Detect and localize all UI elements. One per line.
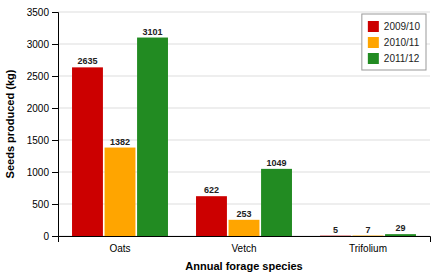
tick-label: 1000 <box>27 167 50 178</box>
tick-mark <box>52 76 58 77</box>
tick: 2000 <box>27 103 58 114</box>
tick-label: 2000 <box>27 103 50 114</box>
data-label: 29 <box>396 223 406 233</box>
bar <box>320 235 351 236</box>
grid-line <box>58 108 430 109</box>
tick: 1000 <box>27 167 58 178</box>
data-label: 622 <box>204 185 219 195</box>
tick: 2500 <box>27 71 58 82</box>
tick-label: 1500 <box>27 135 50 146</box>
legend-frame <box>362 14 426 70</box>
data-label: 7 <box>365 225 370 235</box>
y-axis-title: Seeds produced (kg) <box>4 69 16 178</box>
legend: 2009/10 2010/11 2011/12 <box>362 14 426 70</box>
tick-label: 0 <box>43 231 49 242</box>
tick-label: Trifolium <box>349 243 387 254</box>
tick-mark <box>52 44 58 45</box>
legend-item: 2011/12 <box>368 53 420 64</box>
tick: Vetch <box>231 243 256 254</box>
tick-label: Vetch <box>231 243 256 254</box>
tick-mark <box>52 108 58 109</box>
tick: 3000 <box>27 39 58 50</box>
grid <box>58 12 430 236</box>
bar <box>353 235 384 236</box>
legend-label: 2010/11 <box>384 37 420 48</box>
axis-line <box>59 237 431 243</box>
axis-line <box>52 13 59 237</box>
bar <box>261 169 292 236</box>
tick: 1500 <box>27 135 58 146</box>
data-label: 5 <box>333 225 338 235</box>
tick-mark <box>52 172 58 173</box>
legend-swatch <box>368 53 379 64</box>
bar <box>229 220 260 236</box>
x-axis: Oats Vetch Trifolium <box>59 237 431 255</box>
x-axis-title: Annual forage species <box>185 260 302 272</box>
grid-line <box>58 12 430 13</box>
tick-mark <box>52 204 58 205</box>
bar <box>137 38 168 236</box>
data-label: 253 <box>236 209 251 219</box>
tick-label: 3000 <box>27 39 50 50</box>
tick-label: 2500 <box>27 71 50 82</box>
legend-label: 2009/10 <box>384 21 421 32</box>
legend-swatch <box>368 21 379 32</box>
y-axis: 0 500 1000 1500 2000 2500 3000 3500 <box>27 7 59 242</box>
grid-line <box>58 76 430 77</box>
tick: Oats <box>109 243 130 254</box>
plot: 2635 622 5 1382 253 7 3101 1049 29 0 500 1000 1500 20… <box>27 7 431 254</box>
data-label: 1049 <box>267 158 287 168</box>
legend-swatch <box>368 37 379 48</box>
legend-item: 2009/10 <box>368 21 421 32</box>
legend-item: 2010/11 <box>368 37 420 48</box>
tick-mark <box>52 140 58 141</box>
data-label: 2635 <box>77 56 97 66</box>
bar <box>196 196 227 236</box>
chart: 2635 622 5 1382 253 7 3101 1049 29 0 500 1000 1500 20… <box>0 0 440 276</box>
tick: Trifolium <box>349 243 387 254</box>
tick: 3500 <box>27 7 58 18</box>
data-label: 3101 <box>143 27 163 37</box>
bar <box>72 67 103 236</box>
tick: 500 <box>32 199 58 210</box>
tick-mark <box>52 236 58 237</box>
legend-label: 2011/12 <box>384 53 420 64</box>
tick-label: 3500 <box>27 7 50 18</box>
bar <box>105 148 136 236</box>
tick: 0 <box>43 231 58 242</box>
data-label: 1382 <box>110 137 130 147</box>
bar <box>385 234 416 236</box>
data-labels: 2635 622 5 1382 253 7 3101 1049 29 <box>77 27 405 235</box>
tick-label: 500 <box>32 199 49 210</box>
tick-mark <box>52 12 58 13</box>
tick-label: Oats <box>109 243 130 254</box>
